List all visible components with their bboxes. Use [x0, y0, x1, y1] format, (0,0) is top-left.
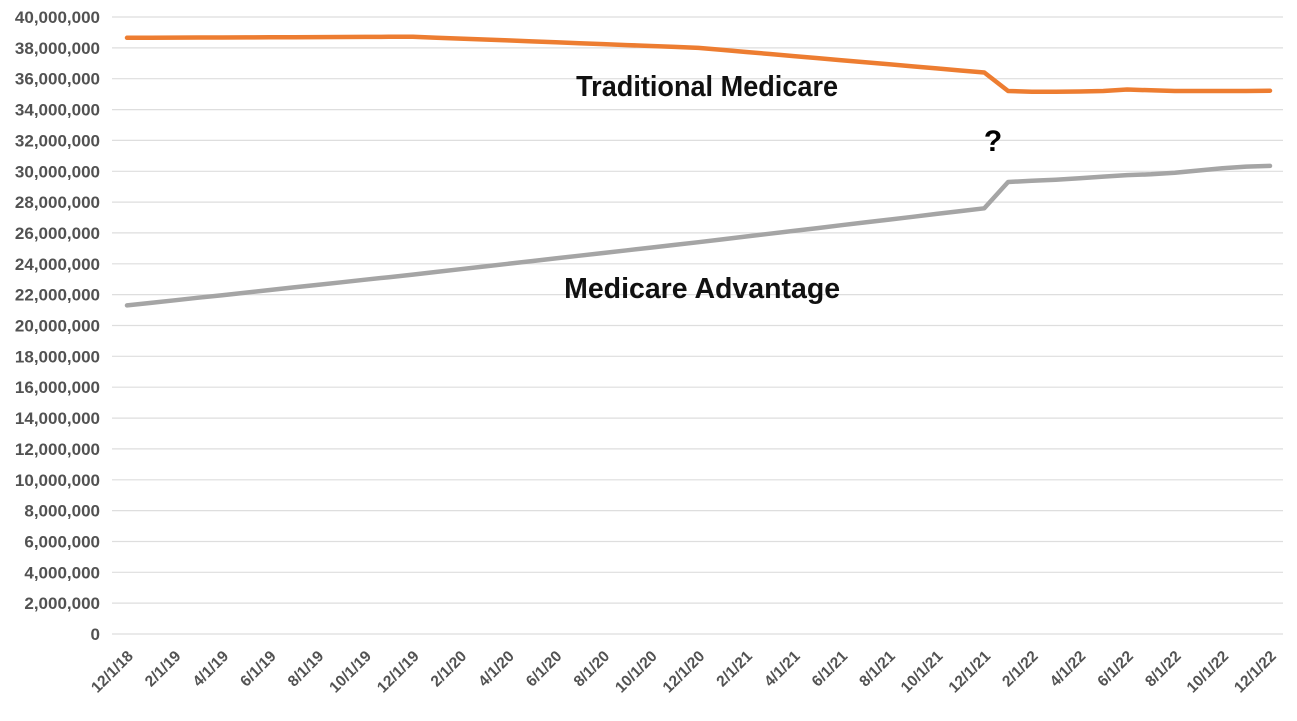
y-axis-tick-label: 12,000,000: [15, 440, 100, 459]
series-label-medicare-advantage: Medicare Advantage: [564, 273, 840, 305]
y-axis-tick-label: 22,000,000: [15, 286, 100, 305]
series-line-medicare-advantage: [124, 163, 1273, 308]
x-axis-tick-label: 10/1/20: [612, 648, 661, 697]
x-axis-tick-label: 12/1/19: [374, 648, 423, 697]
y-axis-tick-label: 36,000,000: [15, 70, 100, 89]
y-axis-tick-label: 18,000,000: [15, 347, 100, 366]
plot-area: 0 2,000,000 4,000,000 6,000,000 8,000,000 10,…: [15, 8, 1283, 696]
x-axis-tick-label: 2/1/22: [999, 648, 1042, 691]
x-axis-tick-label: 6/1/20: [523, 648, 566, 691]
x-axis-tick-label: 8/1/21: [856, 648, 899, 691]
y-axis-tick-label: 30,000,000: [15, 162, 100, 181]
x-axis-tick-label: 8/1/19: [285, 648, 328, 691]
y-axis-tick-label: 40,000,000: [15, 8, 100, 27]
x-axis-tick-label: 2/1/21: [713, 648, 756, 691]
y-axis-tick-label: 8,000,000: [24, 502, 100, 521]
x-axis-tick-label: 6/1/22: [1094, 648, 1137, 691]
x-axis-tick-label: 8/1/22: [1142, 648, 1185, 691]
x-axis-tick-label: 2/1/19: [142, 648, 185, 691]
y-axis-tick-label: 10,000,000: [15, 471, 100, 490]
y-axis-tick-label: 26,000,000: [15, 224, 100, 243]
y-axis-tick-label: 6,000,000: [24, 533, 100, 552]
x-axis-tick-label: 4/1/20: [475, 648, 518, 691]
y-axis-tick-label: 2,000,000: [24, 594, 100, 613]
x-axis-tick-label: 8/1/20: [571, 648, 614, 691]
x-axis-tick-label: 2/1/20: [428, 648, 471, 691]
x-axis-tick-label: 10/1/21: [898, 648, 947, 697]
y-axis-tick-label: 34,000,000: [15, 101, 100, 120]
y-axis-tick-label: 4,000,000: [24, 563, 100, 582]
y-axis-tick-label: 24,000,000: [15, 255, 100, 274]
y-axis-tick-label: 0: [91, 625, 100, 644]
x-axis-tick-label: 12/1/20: [660, 648, 709, 697]
y-axis-tick-label: 16,000,000: [15, 378, 100, 397]
x-axis-tick-label: 4/1/21: [761, 648, 804, 691]
x-axis-tick-label: 4/1/22: [1047, 648, 1090, 691]
x-axis-tick-label: 4/1/19: [190, 648, 233, 691]
y-axis-tick-label: 20,000,000: [15, 317, 100, 336]
x-axis-tick-label: 12/1/18: [88, 648, 137, 697]
x-axis-tick-label: 6/1/21: [809, 648, 852, 691]
series-label-traditional-medicare: Traditional Medicare: [576, 71, 838, 103]
y-axis-tick-label: 32,000,000: [15, 131, 100, 150]
annotation-layer: Traditional Medicare Medicare Advantage …: [564, 71, 1002, 305]
x-axis-tick-label: 10/1/22: [1184, 648, 1233, 697]
series-line-traditional-medicare: [124, 34, 1273, 95]
x-axis-tick-label: 10/1/19: [326, 648, 375, 697]
y-axis-tick-label: 28,000,000: [15, 193, 100, 212]
y-axis-tick-label: 14,000,000: [15, 409, 100, 428]
y-axis-tick-label: 38,000,000: [15, 39, 100, 58]
x-axis-tick-label: 6/1/19: [237, 648, 280, 691]
question-mark-annotation: ?: [984, 125, 1002, 158]
x-axis-tick-label: 12/1/22: [1231, 648, 1280, 697]
x-axis-tick-label: 12/1/21: [946, 648, 995, 697]
